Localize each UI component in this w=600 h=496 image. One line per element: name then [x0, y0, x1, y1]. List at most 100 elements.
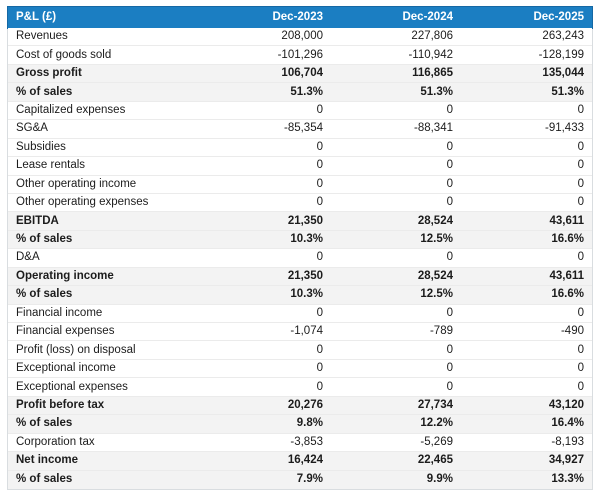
table-body: Revenues 208,000 227,806 263,243 Cost of…	[8, 28, 592, 489]
row-value-dec-2024: -5,269	[420, 435, 453, 448]
row-value-dec-2024: 0	[446, 306, 453, 319]
table-row: Other operating expenses 0 0 0	[8, 193, 592, 213]
table-row: Corporation tax -3,853 -5,269 -8,193	[8, 433, 592, 453]
row-value-dec-2023: 0	[316, 343, 323, 356]
row-value-dec-2023: 0	[316, 177, 323, 190]
row-label: Cost of goods sold	[16, 48, 112, 61]
row-value-dec-2024: 0	[446, 140, 453, 153]
row-label: Subsidies	[16, 140, 66, 153]
table-row: Operating income 21,350 28,524 43,611	[8, 267, 592, 287]
row-value-dec-2024: -110,942	[408, 48, 453, 61]
row-value-dec-2025: 0	[577, 380, 584, 393]
row-value-dec-2024: 0	[446, 103, 453, 116]
table-row: Exceptional income 0 0 0	[8, 359, 592, 379]
row-value-dec-2024: 0	[446, 343, 453, 356]
column-header-dec-2023: Dec-2023	[272, 11, 323, 23]
row-value-dec-2025: 43,120	[548, 398, 584, 411]
row-label: Lease rentals	[16, 159, 86, 172]
table-row: Financial income 0 0 0	[8, 304, 592, 323]
row-value-dec-2023: 0	[316, 380, 323, 393]
row-value-dec-2025: -128,199	[538, 48, 584, 61]
row-value-dec-2025: 43,611	[549, 214, 584, 227]
row-label: Gross profit	[16, 67, 82, 80]
row-value-dec-2024: 0	[446, 177, 453, 190]
row-value-dec-2025: 13.3%	[551, 473, 584, 486]
row-value-dec-2025: -490	[560, 325, 584, 338]
row-value-dec-2024: 227,806	[411, 30, 453, 43]
row-value-dec-2024: 51.3%	[420, 85, 453, 98]
row-value-dec-2023: 16,424	[287, 454, 323, 467]
row-value-dec-2023: 20,276	[287, 398, 323, 411]
row-value-dec-2025: 43,611	[549, 269, 584, 282]
row-value-dec-2023: 106,704	[281, 67, 323, 80]
row-value-dec-2024: 12.2%	[420, 417, 453, 430]
row-label: Financial expenses	[16, 325, 115, 338]
table-row: % of sales 9.8% 12.2% 16.4%	[8, 415, 592, 434]
row-value-dec-2023: -1,074	[290, 325, 323, 338]
row-value-dec-2025: 0	[577, 306, 584, 319]
row-value-dec-2025: 0	[577, 103, 584, 116]
row-label: SG&A	[16, 122, 48, 135]
row-value-dec-2024: 0	[446, 380, 453, 393]
row-value-dec-2024: 27,734	[417, 398, 453, 411]
row-value-dec-2024: 12.5%	[420, 288, 453, 301]
row-value-dec-2023: -101,296	[277, 48, 323, 61]
row-value-dec-2025: 0	[577, 177, 584, 190]
row-value-dec-2023: 0	[316, 159, 323, 172]
row-value-dec-2025: 0	[577, 362, 584, 375]
table-row: % of sales 51.3% 51.3% 51.3%	[8, 83, 592, 102]
row-label: D&A	[16, 251, 40, 264]
table-row: Revenues 208,000 227,806 263,243	[8, 28, 592, 47]
table-row: Other operating income 0 0 0	[8, 175, 592, 194]
table-row: SG&A -85,354 -88,341 -91,433	[8, 120, 592, 139]
row-label: Revenues	[16, 30, 68, 43]
row-label: % of sales	[16, 417, 73, 430]
row-value-dec-2023: 208,000	[281, 30, 323, 43]
row-value-dec-2023: 0	[316, 362, 323, 375]
row-value-dec-2023: -3,853	[290, 435, 323, 448]
row-label: % of sales	[16, 288, 73, 301]
table-header-row: P&L (£) Dec-2023 Dec-2024 Dec-2025	[7, 6, 593, 29]
row-value-dec-2025: 51.3%	[551, 85, 584, 98]
row-value-dec-2025: 16.6%	[551, 233, 584, 246]
table-row: % of sales 10.3% 12.5% 16.6%	[8, 230, 592, 250]
row-label: % of sales	[16, 233, 73, 246]
row-label: Exceptional income	[16, 362, 116, 375]
row-label: Profit before tax	[16, 398, 105, 411]
row-value-dec-2025: 0	[577, 343, 584, 356]
row-value-dec-2023: 51.3%	[290, 85, 323, 98]
table-row: Subsidies 0 0 0	[8, 138, 592, 158]
row-label: EBITDA	[16, 214, 59, 227]
row-value-dec-2023: -85,354	[283, 122, 323, 135]
row-label: Other operating expenses	[16, 196, 149, 209]
table-title: P&L (£)	[16, 11, 57, 23]
row-value-dec-2023: 0	[316, 251, 323, 264]
table-row: Capitalized expenses 0 0 0	[8, 101, 592, 121]
row-value-dec-2024: 12.5%	[420, 233, 453, 246]
row-value-dec-2024: 0	[446, 362, 453, 375]
row-label: Exceptional expenses	[16, 380, 128, 393]
row-value-dec-2025: 0	[577, 140, 584, 153]
column-header-dec-2024: Dec-2024	[402, 11, 453, 23]
table-row: Exceptional expenses 0 0 0	[8, 378, 592, 397]
row-value-dec-2023: 0	[316, 103, 323, 116]
row-value-dec-2023: 9.8%	[296, 417, 323, 430]
row-value-dec-2025: 0	[577, 159, 584, 172]
row-label: Net income	[16, 454, 78, 467]
table-row: % of sales 10.3% 12.5% 16.6%	[8, 286, 592, 305]
row-value-dec-2024: 28,524	[417, 269, 453, 282]
row-value-dec-2023: 0	[316, 306, 323, 319]
row-label: Financial income	[16, 306, 103, 319]
row-value-dec-2025: 135,044	[542, 67, 584, 80]
row-value-dec-2024: 28,524	[417, 214, 453, 227]
row-value-dec-2024: -88,341	[413, 122, 453, 135]
row-label: Corporation tax	[16, 435, 95, 448]
row-label: Capitalized expenses	[16, 103, 126, 116]
table-row: % of sales 7.9% 9.9% 13.3%	[8, 470, 592, 489]
column-header-dec-2025: Dec-2025	[533, 11, 584, 23]
table-row: Lease rentals 0 0 0	[8, 157, 592, 176]
row-value-dec-2023: 21,350	[287, 214, 323, 227]
row-value-dec-2025: -8,193	[551, 435, 584, 448]
table-row: Gross profit 106,704 116,865 135,044	[8, 64, 592, 84]
row-value-dec-2025: 34,927	[548, 454, 584, 467]
